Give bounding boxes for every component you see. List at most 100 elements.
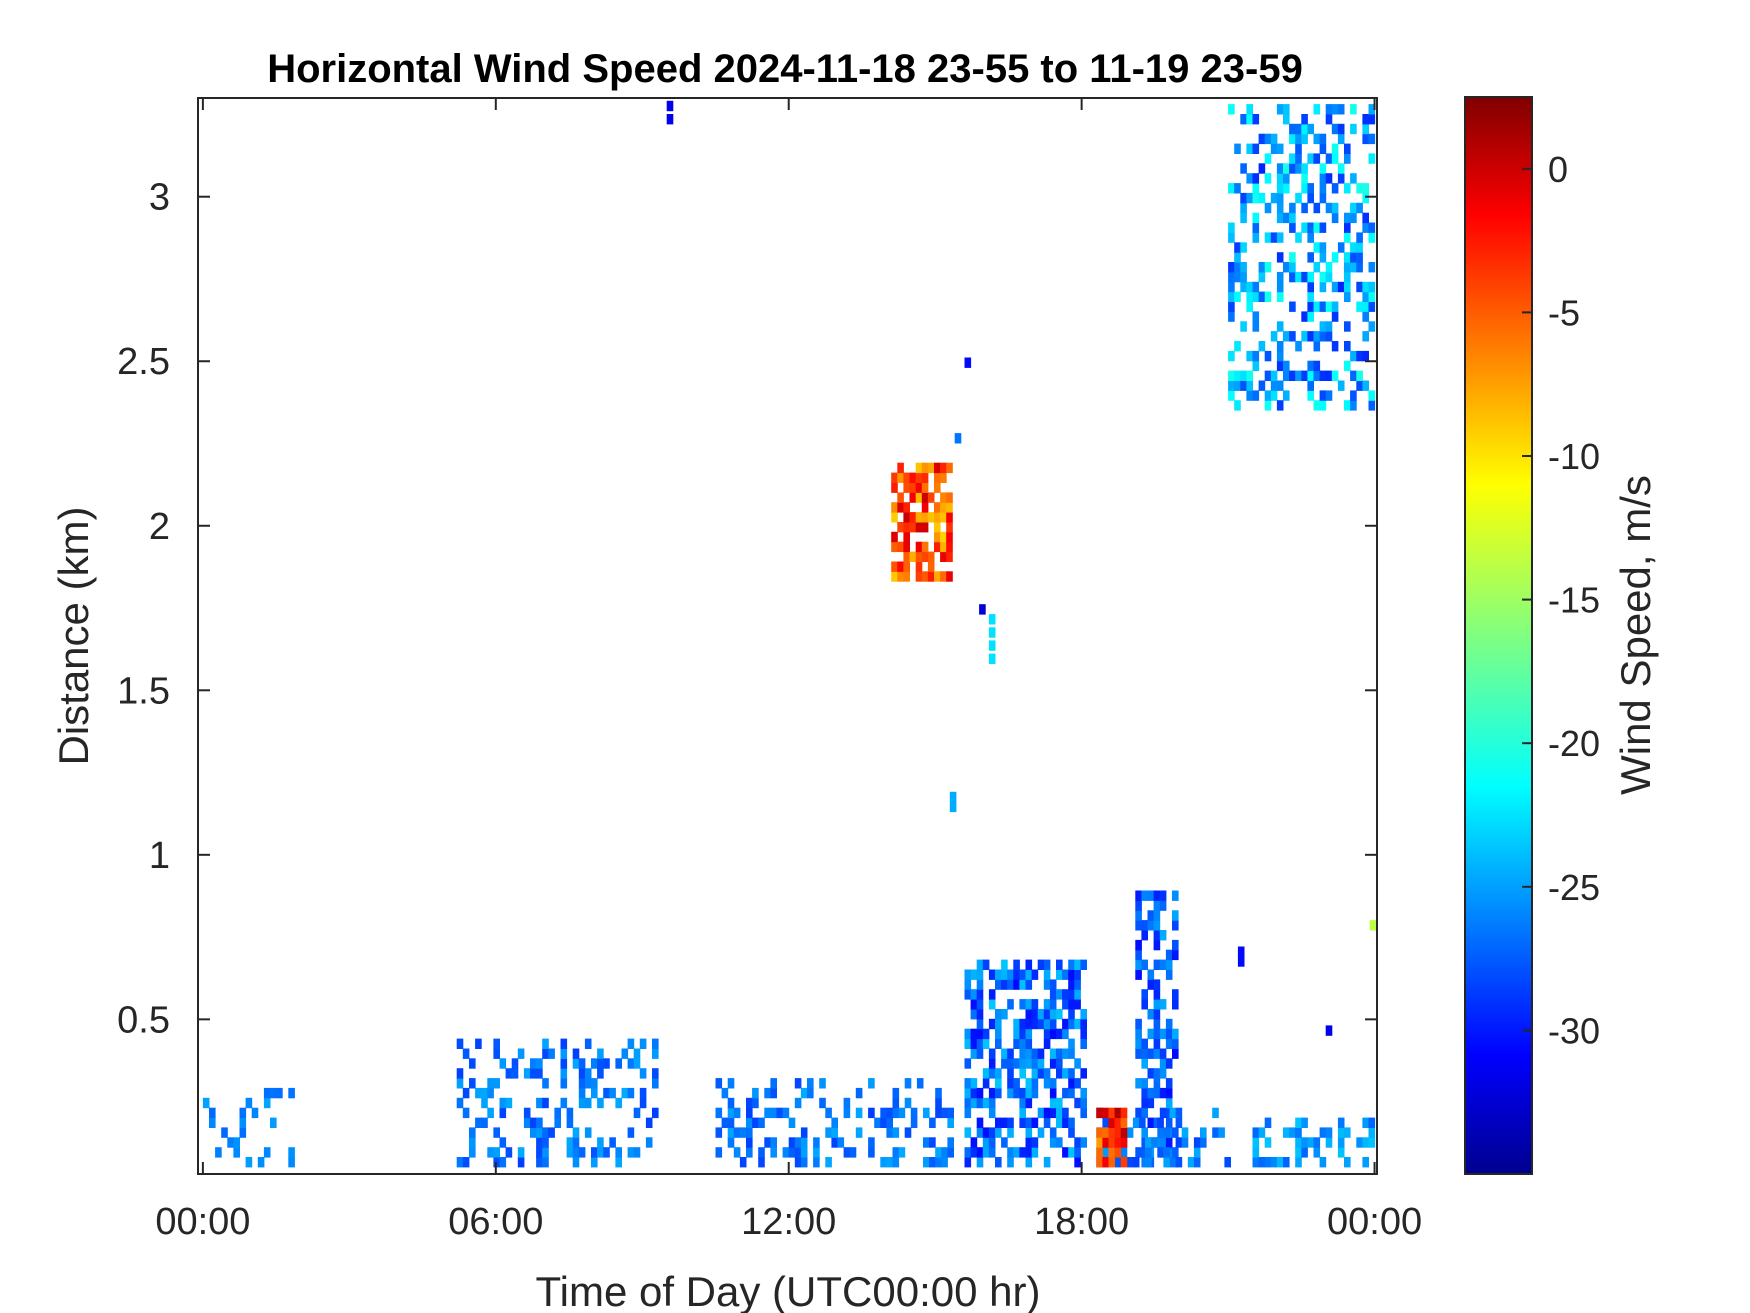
heatmap-cell xyxy=(982,1068,990,1079)
heatmap-cell xyxy=(813,1157,820,1168)
heatmap-cell xyxy=(1135,959,1142,970)
heatmap-cell xyxy=(1007,1048,1014,1059)
heatmap-cell xyxy=(1153,1078,1161,1089)
heatmap-cell xyxy=(964,1038,972,1049)
heatmap-cell xyxy=(1368,153,1376,164)
heatmap-cell xyxy=(456,1038,464,1049)
heatmap-cell xyxy=(727,1078,735,1089)
heatmap-cell xyxy=(1325,331,1333,342)
heatmap-cell xyxy=(825,1127,832,1138)
heatmap-cell xyxy=(1240,380,1247,391)
heatmap-cell xyxy=(988,640,996,651)
heatmap-cell xyxy=(1145,1157,1152,1168)
heatmap-cell xyxy=(1068,999,1075,1010)
heatmap-cell xyxy=(1141,1038,1148,1049)
heatmap-cell xyxy=(746,1137,753,1148)
heatmap-cell xyxy=(597,1048,604,1059)
heatmap-cell xyxy=(1234,341,1241,352)
heatmap-cell xyxy=(1025,1058,1033,1069)
heatmap-cell xyxy=(1270,192,1278,204)
heatmap-cell xyxy=(1337,133,1345,145)
y-tick-label: 3 xyxy=(149,177,170,219)
heatmap-cell xyxy=(1264,173,1272,184)
heatmap-cell xyxy=(855,1087,863,1099)
heatmap-cell xyxy=(1331,301,1339,312)
heatmap-cell xyxy=(934,571,941,582)
heatmap-cell xyxy=(1246,104,1253,115)
heatmap-cell xyxy=(976,1038,984,1049)
heatmap-cell xyxy=(1153,1018,1161,1030)
heatmap-cell xyxy=(1165,1028,1173,1040)
heatmap-cell xyxy=(627,1038,635,1049)
y-axis-label: Distance (km) xyxy=(50,506,97,765)
heatmap-cell xyxy=(1135,890,1142,901)
heatmap-cell xyxy=(1356,350,1363,362)
heatmap-cell xyxy=(615,1058,622,1069)
heatmap-cell xyxy=(1283,1157,1290,1168)
heatmap-cell xyxy=(988,1147,996,1158)
heatmap-cell xyxy=(1258,1157,1266,1168)
heatmap-cell xyxy=(603,1058,610,1069)
heatmap-cell xyxy=(892,1107,900,1119)
heatmap-cell xyxy=(1169,1107,1177,1119)
heatmap-cell xyxy=(1295,123,1302,135)
heatmap-cell xyxy=(1252,311,1260,322)
heatmap-cell xyxy=(868,1147,875,1158)
heatmap-cell xyxy=(1013,1078,1020,1089)
heatmap-cell xyxy=(1108,1157,1116,1168)
heatmap-cell xyxy=(1193,1157,1201,1168)
heatmap-cell xyxy=(1252,281,1260,293)
heatmap-cell xyxy=(1049,1058,1057,1069)
heatmap-cell xyxy=(988,989,996,1000)
heatmap-cell xyxy=(1270,380,1278,391)
heatmap-cell xyxy=(897,541,904,553)
heatmap-cell xyxy=(1068,989,1075,1000)
heatmap-cell xyxy=(584,1097,592,1109)
heatmap-cell xyxy=(1283,183,1290,194)
heatmap-cell xyxy=(964,989,972,1000)
heatmap-cell xyxy=(597,1058,604,1069)
heatmap-cell xyxy=(1319,301,1327,312)
heatmap-cell xyxy=(1062,1147,1069,1158)
heatmap-cell xyxy=(915,561,923,572)
heatmap-cell xyxy=(715,1147,723,1158)
heatmap-cell xyxy=(746,1147,753,1158)
heatmap-cell xyxy=(1043,1038,1051,1049)
heatmap-cell xyxy=(1331,202,1339,214)
heatmap-cell xyxy=(245,1097,253,1109)
heatmap-cell xyxy=(1276,1157,1284,1168)
heatmap-cell xyxy=(542,1048,549,1059)
heatmap-cell xyxy=(1258,291,1266,302)
heatmap-cell xyxy=(964,1157,972,1168)
heatmap-cell xyxy=(1307,271,1314,283)
heatmap-cell xyxy=(1080,1087,1087,1099)
heatmap-cell xyxy=(1319,183,1327,194)
heatmap-cell xyxy=(1031,1117,1039,1128)
heatmap-cell xyxy=(1025,1097,1033,1109)
heatmap-cell xyxy=(1056,1028,1063,1040)
heatmap-cell xyxy=(1141,1048,1148,1059)
heatmap-cell xyxy=(1325,271,1333,283)
heatmap-cell xyxy=(1165,1107,1173,1119)
heatmap-cell xyxy=(233,1147,240,1158)
heatmap-cell xyxy=(1019,1147,1026,1158)
heatmap-cell xyxy=(1049,979,1057,990)
heatmap-cell xyxy=(1234,271,1241,283)
heatmap-cell xyxy=(855,1107,863,1119)
heatmap-cell xyxy=(1181,1137,1189,1148)
heatmap-cell xyxy=(904,1078,912,1089)
heatmap-cell xyxy=(1056,959,1063,970)
heatmap-cell xyxy=(1289,331,1296,342)
heatmap-cell xyxy=(1301,331,1308,342)
heatmap-cell xyxy=(1264,370,1272,381)
heatmap-cell xyxy=(1228,390,1235,401)
heatmap-cell xyxy=(764,1137,771,1148)
heatmap-cell xyxy=(530,1058,537,1069)
heatmap-cell xyxy=(1307,192,1314,204)
heatmap-cell xyxy=(511,1058,519,1069)
heatmap-cell xyxy=(1246,301,1253,312)
heatmap-cell xyxy=(542,1147,549,1158)
heatmap-cell xyxy=(903,561,910,572)
heatmap-cell xyxy=(1307,281,1314,293)
heatmap-cell xyxy=(633,1058,641,1069)
